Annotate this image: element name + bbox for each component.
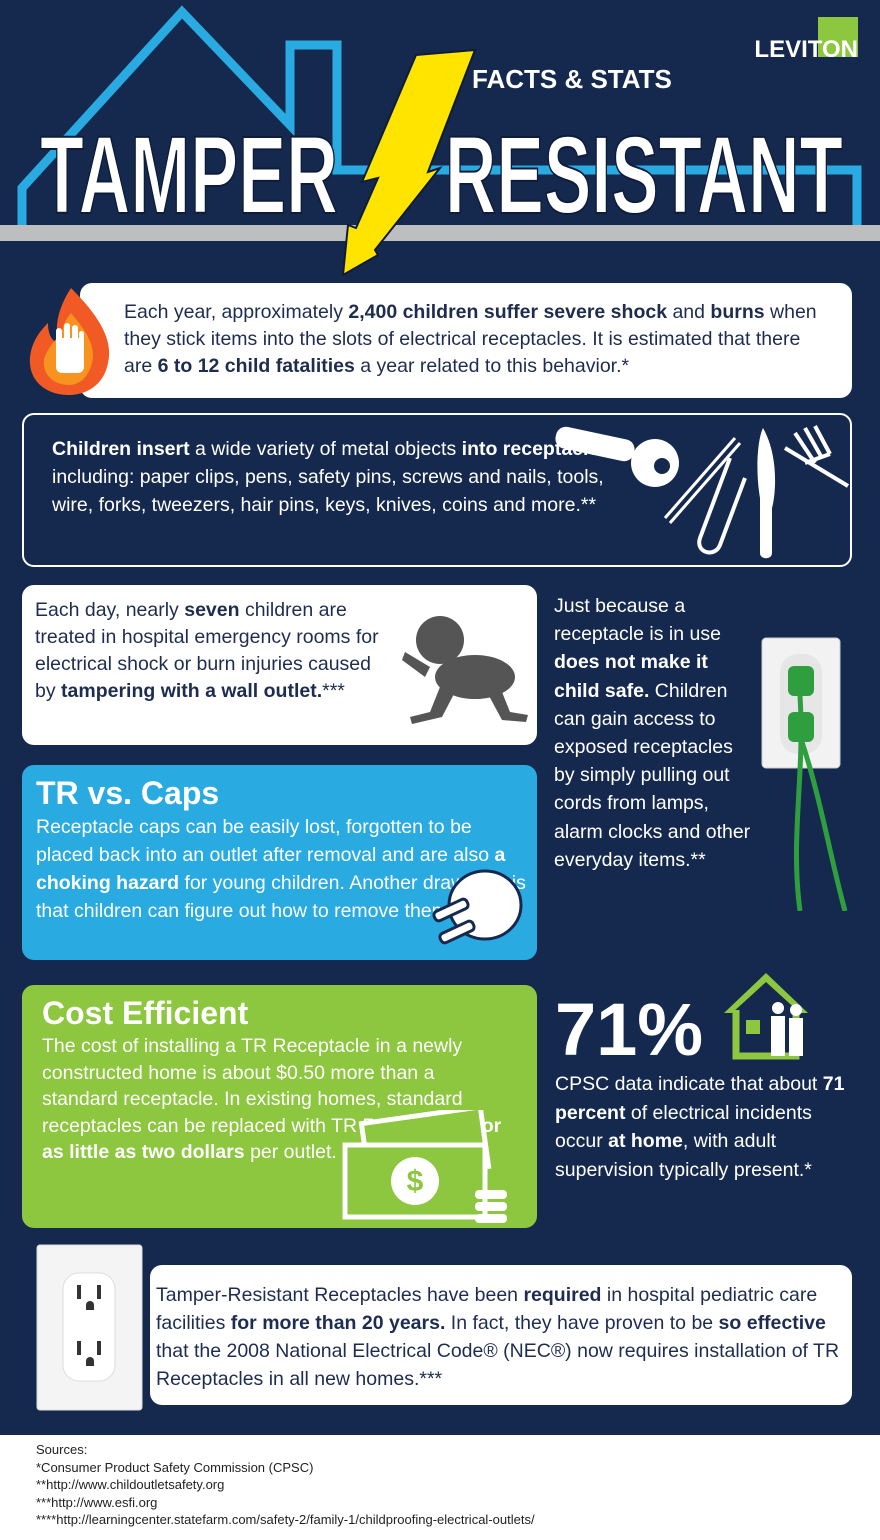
required-fact-text: Tamper-Resistant Receptacles have been r… (156, 1281, 842, 1393)
text: and (667, 301, 711, 323)
objects-fact-text: Children insert a wide variety of metal … (52, 435, 622, 519)
text-bold: seven (184, 599, 240, 621)
money-icon: $ (342, 1110, 507, 1223)
text-bold: a choking hazard (36, 844, 506, 894)
lightning-bolt-icon (341, 48, 477, 277)
key-icon (555, 426, 679, 487)
tr-vs-caps-title: TR vs. Caps (36, 775, 220, 811)
home-stat-text: CPSC data indicate that about 71 percent… (555, 1070, 845, 1184)
in-use-fact-text: Just because a receptacle is in use does… (554, 592, 754, 874)
text: in hospital pediatric care facilities (156, 1284, 818, 1334)
daily-fact-text: Each day, nearly seven children are trea… (35, 597, 390, 705)
subtitle: FACTS & STATS (472, 64, 672, 94)
text: of electrical incidents occur (555, 1101, 812, 1153)
header-graphic: LEVITON FACTS & STATS TAMPER RESISTANT (0, 5, 880, 277)
text: *** (322, 680, 345, 702)
paper-clip-icon (697, 457, 747, 555)
text: Tamper-Resistant Receptacles have been (156, 1284, 524, 1306)
text: for young children. Another drawback is … (36, 872, 526, 922)
text: , with adult supervision typically prese… (555, 1130, 812, 1181)
sources: Sources: *Consumer Product Safety Commis… (0, 1435, 880, 1540)
objects-fact-card: Children insert a wide variety of metal … (22, 413, 852, 567)
source-item: **http://www.childoutletsafety.org (36, 1477, 225, 1492)
crawling-baby-icon (402, 616, 528, 724)
tr-receptacle-icon (36, 1244, 143, 1411)
text-bold: for more than 20 years. (230, 1312, 446, 1334)
source-item: ****http://learningcenter.statefarm.com/… (36, 1512, 535, 1527)
text-bold: 2,400 children suffer severe shock (348, 301, 668, 323)
house-outline (17, 5, 862, 225)
text-bold: so effective (718, 1312, 826, 1334)
text-bold: does not make it child safe. (554, 651, 708, 702)
cost-efficient-title: Cost Efficient (42, 995, 249, 1031)
sources-label: Sources: (36, 1442, 88, 1457)
flame-hand-icon (29, 288, 110, 395)
cost-efficient-text: The cost of installing a TR Receptacle i… (42, 1033, 512, 1166)
text: a wide variety of metal objects (189, 438, 462, 460)
title-left: TAMPER (40, 114, 338, 237)
title-right: RESISTANT (445, 114, 843, 237)
text-bold: 6 to 12 child fatalities (157, 355, 355, 377)
text: per outlet. *** (244, 1141, 365, 1163)
text: CPSC data indicate that about (555, 1073, 823, 1095)
metal-objects-icon (555, 425, 850, 559)
fork-icon (783, 425, 850, 488)
home-stat-value: 71% (555, 988, 704, 1071)
text: a year related to this behavior.* (354, 355, 630, 377)
required-fact-card: Tamper-Resistant Receptacles have been r… (150, 1265, 852, 1405)
tr-vs-caps-text: Receptacle caps can be easily lost, forg… (36, 813, 526, 925)
text-bold: 71 percent (555, 1073, 845, 1124)
text: Children can gain access to exposed rece… (554, 679, 751, 871)
source-item: ***http://www.esfi.org (36, 1494, 158, 1510)
text: Each year, approximately (124, 301, 349, 323)
text: that the 2008 National Electrical Code® … (156, 1340, 840, 1390)
bobby-pin-icon (663, 437, 742, 524)
text-bold: at home (608, 1130, 683, 1152)
text-bold: Children insert (52, 438, 190, 460)
text: Each day, nearly (35, 599, 185, 621)
text-bold: burns (710, 301, 765, 323)
text-bold: required (523, 1284, 602, 1306)
text-bold: tampering with a wall outlet. (61, 680, 323, 702)
plugged-outlet-icon (761, 637, 848, 911)
outlet-cap-icon (432, 869, 523, 945)
family-home-icon (724, 973, 808, 1060)
source-item: *Consumer Product Safety Commission (CPS… (36, 1459, 314, 1475)
text: Receptacle caps can be easily lost, forg… (36, 816, 495, 866)
divider-bar (0, 225, 880, 241)
shock-fact-text: Each year, approximately 2,400 children … (124, 299, 832, 380)
logo-square (818, 17, 858, 57)
text: Just because a receptacle is in use (554, 595, 721, 646)
text: children are treated in hospital emergen… (35, 599, 379, 702)
logo: LEVITON (754, 36, 858, 63)
shock-fact-card: Each year, approximately 2,400 children … (80, 283, 852, 398)
text: , including: paper clips, pens, safety p… (52, 438, 616, 516)
text: The cost of installing a TR Receptacle i… (42, 1035, 476, 1137)
knife-icon (757, 428, 776, 559)
svg-text:$: $ (407, 1165, 424, 1198)
home-stat-block: 71% CPSC data indicate that about 71 per… (555, 990, 845, 1184)
text: when they stick items into the slots of … (124, 301, 817, 377)
text: In fact, they have proven to be (445, 1312, 719, 1334)
tr-vs-caps-card: TR vs. Caps Receptacle caps can be easil… (22, 765, 537, 960)
